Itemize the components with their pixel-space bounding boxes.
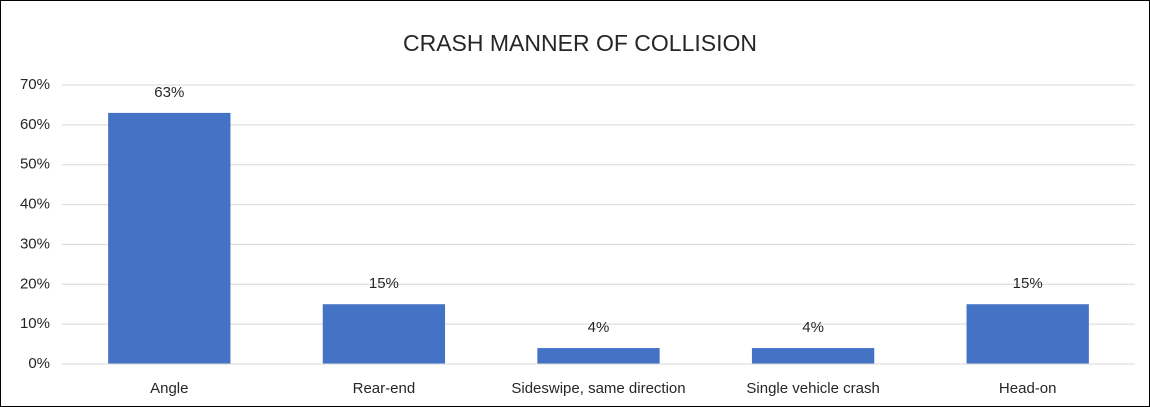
y-tick-label: 50% xyxy=(20,156,50,173)
x-tick-label: Rear-end xyxy=(353,380,416,397)
bar xyxy=(537,348,660,364)
data-label: 4% xyxy=(588,319,610,336)
data-label: 4% xyxy=(802,319,824,336)
y-tick-label: 30% xyxy=(20,235,50,252)
x-tick-label: Single vehicle crash xyxy=(746,380,879,397)
chart-title: CRASH MANNER OF COLLISION xyxy=(403,30,757,56)
bar xyxy=(966,304,1089,364)
y-tick-label: 60% xyxy=(20,116,50,133)
bar xyxy=(322,304,446,364)
y-tick-label: 40% xyxy=(20,196,50,213)
data-label: 15% xyxy=(1013,275,1043,292)
y-tick-label: 70% xyxy=(20,76,50,93)
y-tick-label: 20% xyxy=(20,275,50,292)
data-label: 63% xyxy=(154,84,184,101)
data-label: 15% xyxy=(369,275,399,292)
bar xyxy=(108,112,231,365)
y-tick-label: 10% xyxy=(20,315,50,332)
y-tick-label: 0% xyxy=(28,355,50,372)
bar xyxy=(751,348,875,364)
x-tick-label: Sideswipe, same direction xyxy=(511,380,685,397)
x-tick-label: Head-on xyxy=(999,380,1057,397)
x-tick-label: Angle xyxy=(150,380,188,397)
